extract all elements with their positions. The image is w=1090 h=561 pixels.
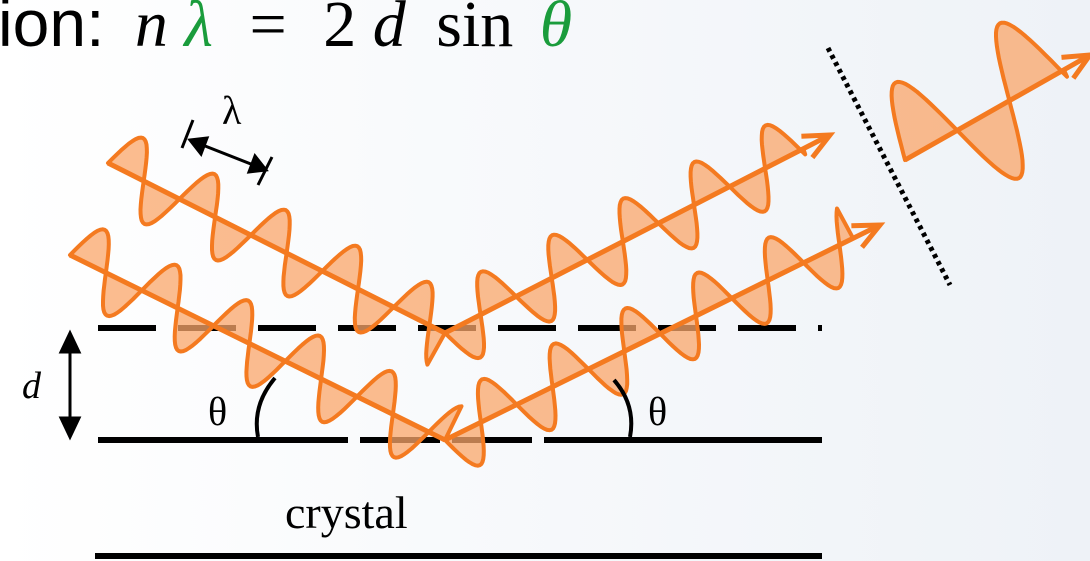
title-part: ion: — [0, 0, 104, 60]
title-part: λ — [182, 0, 213, 61]
title-part: θ — [540, 0, 572, 61]
crystal-label: crystal — [285, 487, 408, 538]
lambda-label: λ — [222, 88, 242, 133]
bragg-diagram: ion: n λ = 2 d sin θ d λ θ θ crystal — [0, 0, 1090, 561]
title-part: = — [250, 0, 287, 61]
svg-text:ion: n λ =: ion: n λ = 2 d sin θ — [0, 0, 572, 61]
d-label: d — [22, 365, 42, 407]
title-part: d — [373, 0, 407, 61]
title-part: sin — [436, 0, 513, 61]
theta-label-right: θ — [648, 389, 667, 434]
theta-label-left: θ — [208, 389, 227, 434]
title: ion: n λ = 2 d sin θ — [0, 0, 572, 61]
title-part: 2 — [323, 0, 356, 61]
title-part: n — [135, 0, 168, 61]
